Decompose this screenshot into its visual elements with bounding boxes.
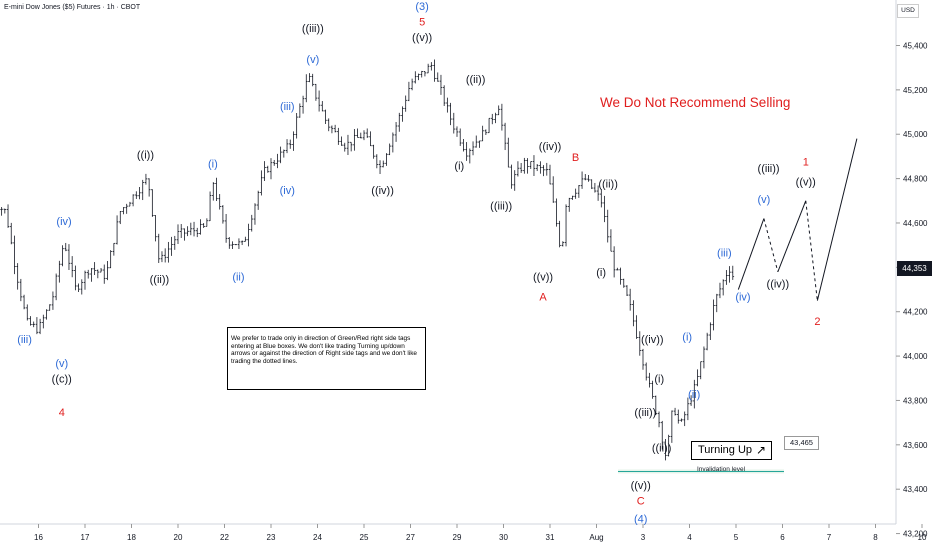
wave-label: ((iii)) xyxy=(634,407,656,419)
last-price-badge: 44,353 xyxy=(897,261,932,276)
wave-label: 1 xyxy=(803,156,809,168)
wave-label: (iv) xyxy=(735,292,750,304)
y-axis-ticks: 45,40045,20045,00044,80044,60044,40044,2… xyxy=(896,41,928,539)
wave-label: ((ii)) xyxy=(150,274,170,286)
trading-note: We prefer to trade only in direction of … xyxy=(227,327,426,390)
x-tick-label: 27 xyxy=(406,533,415,542)
turning-up-label: Turning Up xyxy=(698,444,753,456)
x-tick-label: 10 xyxy=(918,533,927,542)
wave-label: (iii) xyxy=(17,334,32,346)
wave-label: ((ii)) xyxy=(598,178,618,190)
x-tick-label: 22 xyxy=(220,533,229,542)
wave-label: (ii) xyxy=(232,272,244,284)
chart-title: E-mini Dow Jones ($5) Futures · 1h · CBO… xyxy=(4,4,141,11)
wave-label: ((ii)) xyxy=(466,74,486,86)
y-tick-label: 44,600 xyxy=(903,219,928,228)
wave-label: ((iv)) xyxy=(641,334,664,346)
wave-label: (v) xyxy=(757,194,770,206)
wave-label: (4) xyxy=(634,513,647,525)
wave-label: ((v)) xyxy=(533,272,553,284)
wave-label: ((iii)) xyxy=(490,201,512,213)
x-tick-label: 7 xyxy=(827,533,832,542)
wave-label: (iv) xyxy=(280,185,295,197)
wave-label: ((v)) xyxy=(796,176,816,188)
wave-label: 2 xyxy=(814,316,820,328)
x-tick-label: 29 xyxy=(453,533,462,542)
wave-label: B xyxy=(572,152,579,164)
x-tick-label: 5 xyxy=(734,533,739,542)
x-tick-label: 4 xyxy=(687,533,692,542)
x-tick-label: 23 xyxy=(267,533,276,542)
wave-label: (i) xyxy=(654,374,664,386)
wave-label: (i) xyxy=(682,332,692,344)
y-tick-label: 44,000 xyxy=(903,352,928,361)
y-tick-label: 44,800 xyxy=(903,175,928,184)
wave-label: (v) xyxy=(306,54,319,66)
x-tick-label: 18 xyxy=(127,533,136,542)
wave-label: (iii) xyxy=(717,247,732,259)
wave-label: (ii) xyxy=(688,389,700,401)
wave-label: ((iv)) xyxy=(767,278,790,290)
wave-label: (i) xyxy=(454,161,464,173)
x-tick-label: 17 xyxy=(81,533,90,542)
projection-solid-segment xyxy=(777,200,807,272)
y-tick-label: 45,400 xyxy=(903,41,928,50)
wave-label: 4 xyxy=(59,407,65,419)
wave-label: ((c)) xyxy=(52,374,72,386)
turning-up-box: Turning Up ↗ xyxy=(691,441,772,460)
wave-label: 5 xyxy=(419,17,425,29)
wave-label: ((v)) xyxy=(412,32,432,44)
wave-label: (iv) xyxy=(56,216,71,228)
y-tick-label: 44,200 xyxy=(903,308,928,317)
x-tick-label: 24 xyxy=(313,533,322,542)
wave-label: ((ii)) xyxy=(652,442,672,454)
x-axis-ticks: 16 17 18 20 22 23 24 25 27 29 30 31 Aug 3 4 5 6 7 8 10 xyxy=(34,524,927,542)
y-tick-label: 43,800 xyxy=(903,396,928,405)
x-tick-label: 20 xyxy=(174,533,183,542)
projection-lines xyxy=(737,138,858,301)
wave-label: ((v)) xyxy=(631,480,651,492)
projection-solid-segment xyxy=(816,138,858,301)
x-tick-label: Aug xyxy=(589,533,603,542)
recommendation-text: We Do Not Recommend Selling xyxy=(600,95,791,110)
y-tick-label: 43,600 xyxy=(903,441,928,450)
arrow-up-right-icon: ↗ xyxy=(755,443,766,457)
x-tick-label: 6 xyxy=(780,533,785,542)
price-bars xyxy=(0,59,735,461)
wave-label: ((iv)) xyxy=(539,141,562,153)
x-tick-label: 8 xyxy=(873,533,878,542)
x-tick-label: 16 xyxy=(34,533,43,542)
wave-label: (v) xyxy=(55,358,68,370)
x-tick-label: 25 xyxy=(360,533,369,542)
x-tick-label: 31 xyxy=(546,533,555,542)
wave-label: (iii) xyxy=(280,101,295,113)
projection-dashed-segment xyxy=(805,200,818,301)
wave-label: C xyxy=(637,496,645,508)
y-tick-label: 43,400 xyxy=(903,485,928,494)
wave-label: (i) xyxy=(208,159,218,171)
projection-solid-segment xyxy=(737,218,765,290)
y-tick-label: 45,000 xyxy=(903,130,928,139)
y-tick-label: 43,200 xyxy=(903,530,928,539)
y-tick-label: 45,200 xyxy=(903,86,928,95)
wave-label: (i) xyxy=(596,267,606,279)
wave-label: ((i)) xyxy=(137,150,154,162)
invalidation-price-tag: 43,465 xyxy=(784,436,819,450)
projection-dashed-segment xyxy=(763,218,779,272)
wave-label: ((iv)) xyxy=(371,185,394,197)
wave-label: (3) xyxy=(415,1,428,13)
wave-label: A xyxy=(539,292,547,304)
wave-label: ((iii)) xyxy=(302,23,324,35)
x-tick-label: 30 xyxy=(499,533,508,542)
invalidation-label: Invalidation level xyxy=(697,466,746,473)
wave-labels: (iii) (iv) (v) ((c)) 4 ((i)) ((ii)) (i) (ii) (iii… xyxy=(17,1,820,525)
wave-label: ((iii)) xyxy=(758,163,780,175)
invalidation-area xyxy=(618,469,784,474)
x-tick-label: 3 xyxy=(641,533,646,542)
currency-selector[interactable]: USD xyxy=(897,4,919,18)
